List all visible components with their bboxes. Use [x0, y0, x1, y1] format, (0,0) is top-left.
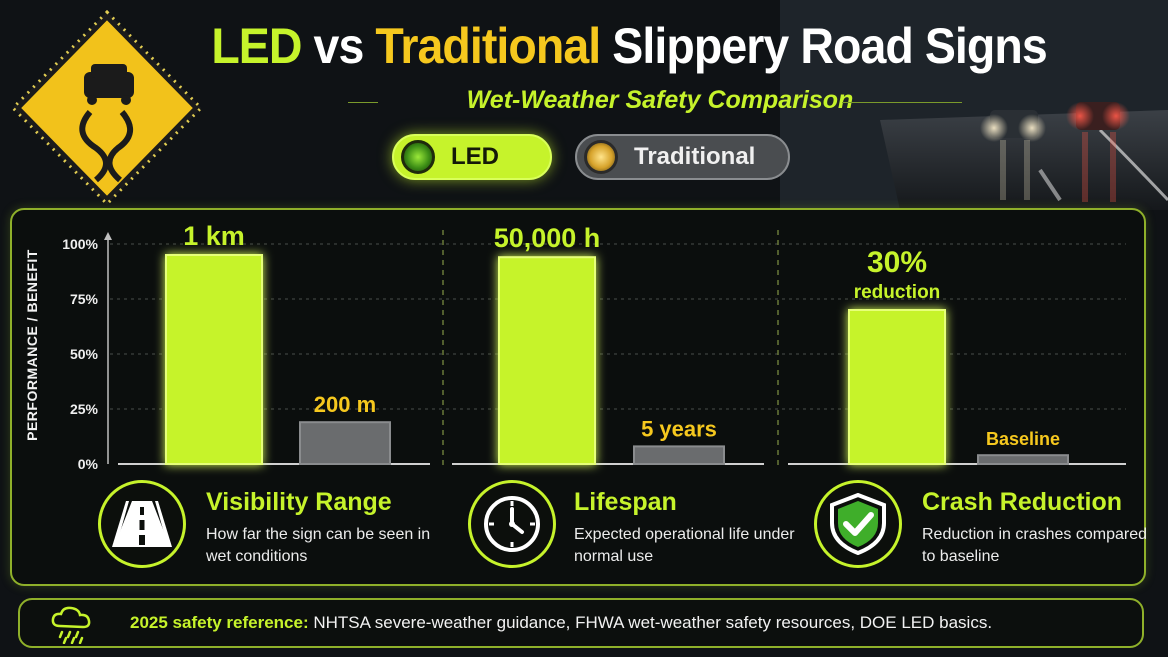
legend-traditional-label: Traditional: [634, 143, 756, 170]
metric-description: How far the sign can be seen in wet cond…: [206, 526, 431, 565]
legend-led: LED: [392, 134, 552, 180]
page-subtitle: Wet-Weather Safety Comparison: [466, 86, 854, 114]
subtitle-line-left: [348, 102, 378, 103]
metric-visibility: Visibility Range How far the sign can be…: [98, 480, 430, 572]
subtitle-line-right: [842, 102, 962, 103]
metric-title: Lifespan: [574, 488, 677, 516]
metric-description: Reduction in crashes compared to baselin…: [922, 526, 1148, 565]
legend-traditional: Traditional: [575, 134, 790, 180]
footer-reference: 2025 safety reference: NHTSA severe-weat…: [18, 598, 1144, 648]
metric-description: Expected operational life under normal u…: [574, 526, 795, 565]
title-vs: vs: [313, 18, 365, 74]
clock-icon: [468, 480, 556, 568]
rain-cloud-icon: [51, 606, 91, 644]
road-icon: [98, 480, 186, 568]
title-rest: Slippery Road Signs: [612, 18, 1047, 74]
footer-text: NHTSA severe-weather guidance, FHWA wet-…: [313, 613, 993, 632]
shield-check-icon: [814, 480, 902, 568]
title-led: LED: [211, 18, 302, 74]
metric-title: Visibility Range: [206, 488, 392, 516]
title-traditional: Traditional: [375, 18, 601, 74]
bulb-light-icon: [584, 140, 618, 174]
page-title: LED vs Traditional Slippery Road Signs: [44, 16, 1168, 76]
y-axis-label: PERFORMANCE / BENEFIT: [24, 249, 40, 441]
footer-label: 2025 safety reference:: [130, 613, 309, 632]
led-light-icon: [401, 140, 435, 174]
metric-lifespan: Lifespan Expected operational life under…: [468, 480, 798, 572]
metric-title: Crash Reduction: [922, 488, 1123, 516]
slippery-road-sign-icon: [12, 9, 202, 207]
metric-crash-reduction: Crash Reduction Reduction in crashes com…: [814, 480, 1147, 572]
legend-led-label: LED: [451, 143, 499, 170]
